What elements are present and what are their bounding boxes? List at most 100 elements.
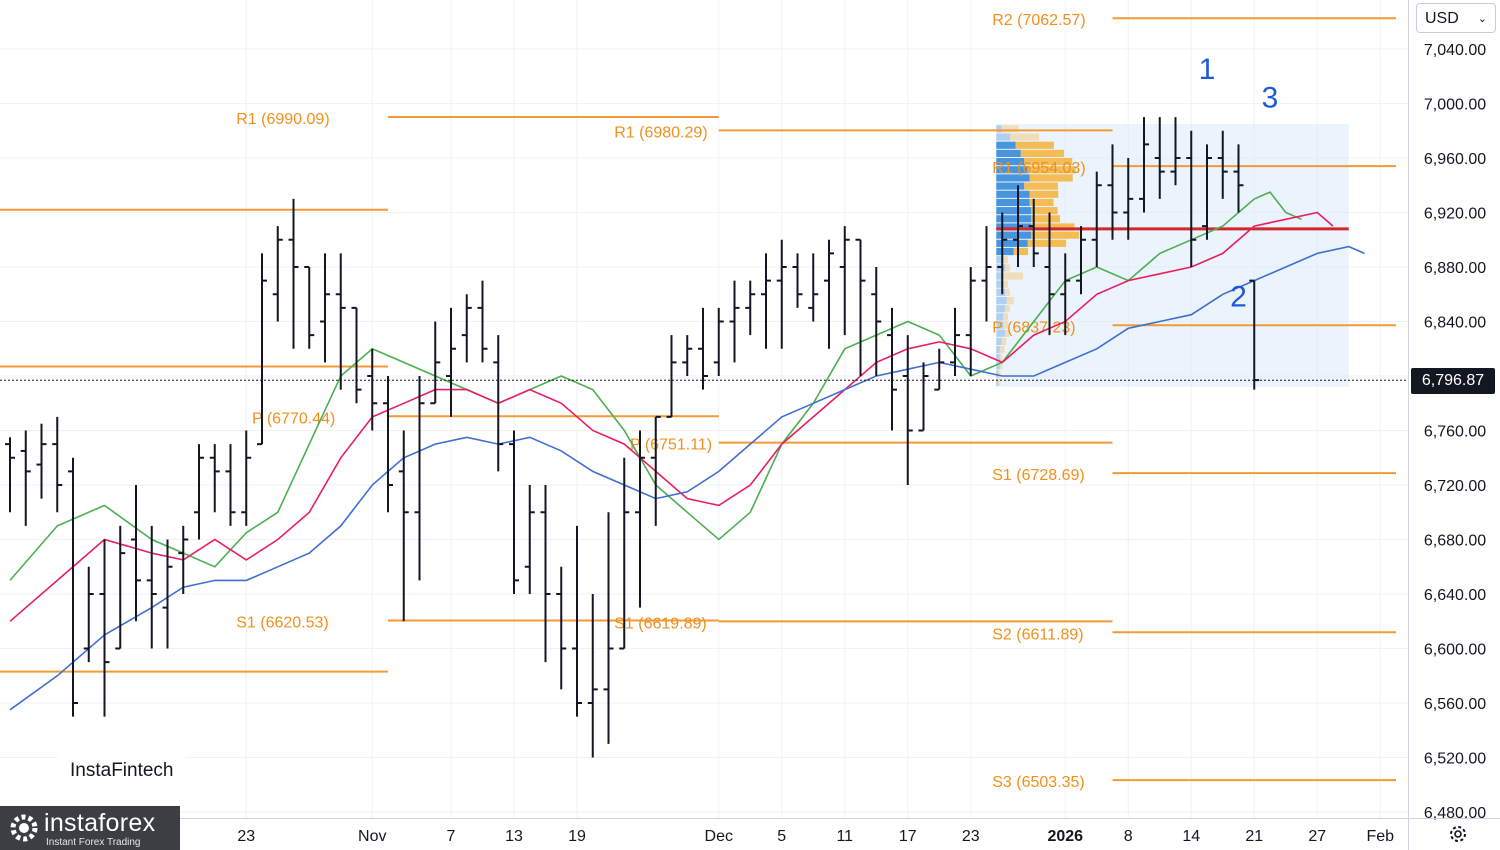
volume-row-buy <box>996 158 1025 166</box>
ohlc-bar <box>1186 130 1197 267</box>
ohlc-bar <box>1013 185 1023 267</box>
moving-averages <box>9 191 1365 711</box>
volume-row-sell <box>1005 305 1010 313</box>
y-tick-label: 6,640.00 <box>1424 587 1486 604</box>
volume-row-sell <box>1020 149 1064 157</box>
ohlc-bar <box>587 594 598 758</box>
x-tick-label: 23 <box>237 828 255 845</box>
volume-row-buy <box>996 125 1002 133</box>
ohlc-bar <box>383 376 393 513</box>
ohlc-bar <box>776 239 787 349</box>
volume-row-sell <box>1003 280 1009 288</box>
volume-row-sell <box>1006 296 1014 305</box>
x-tick-label: Nov <box>358 828 386 845</box>
ohlc-bar <box>745 280 756 336</box>
wave-label: 2 <box>1230 281 1247 314</box>
pivot-levels: R1 (6990.09) P (6770.44) S1 (6620.53) R1 (6… <box>0 12 1396 791</box>
ohlc-bar <box>509 430 519 594</box>
pivot-label: R1 (6954.03) <box>992 160 1085 177</box>
ohlc-bar <box>477 280 488 363</box>
volume-row-sell <box>998 378 1001 386</box>
ohlc-bar <box>572 525 582 717</box>
x-tick-label: 27 <box>1308 828 1326 845</box>
ohlc-bar <box>461 294 472 363</box>
ohlc-bar <box>1076 226 1086 295</box>
ohlc-bar <box>761 253 771 349</box>
ohlc-bar <box>682 335 693 376</box>
ohlc-bar <box>524 485 535 594</box>
watermark: InstaFintech <box>58 734 186 796</box>
x-tick-label: 19 <box>568 828 586 845</box>
x-tick-label: Feb <box>1366 828 1394 845</box>
ohlc-bar <box>493 335 504 472</box>
volume-row-buy <box>996 149 1021 157</box>
volume-row-sell <box>1029 190 1059 198</box>
volume-row-buy <box>996 362 1000 370</box>
ohlc-bar <box>446 307 456 417</box>
x-tick-label: 7 <box>447 828 456 845</box>
ohlc-bar <box>997 212 1008 295</box>
ohlc-bar <box>729 280 740 363</box>
time-axis[interactable]: 23 Nov 7 13 19 Dec 5 11 17 23 2026 8 14 21 27 Feb <box>0 818 1500 846</box>
ohlc-bar <box>918 362 929 432</box>
volume-row-sell <box>999 346 1005 354</box>
wave-label: 3 <box>1262 82 1279 115</box>
volume-row-sell <box>1001 337 1007 346</box>
ohlc-bar <box>288 198 299 349</box>
ohlc-bar <box>981 226 992 322</box>
ohlc-bar <box>887 307 897 431</box>
chevron-down-icon: ⌄ <box>1477 13 1487 25</box>
ohlc-bar <box>808 253 819 322</box>
ohlc-bar <box>1217 130 1228 199</box>
ohlc-bar <box>320 253 330 363</box>
pivot-label: S3 (6503.35) <box>992 774 1085 791</box>
volume-profile <box>996 123 1349 387</box>
ohlc-bar <box>650 415 661 526</box>
ohlc-bar <box>99 539 110 717</box>
pivot-label: S1 (6620.53) <box>236 615 329 632</box>
price-axis[interactable]: 6,480.00 6,520.00 6,560.00 6,600.00 6,640.00… <box>1408 0 1487 850</box>
ohlc-bar <box>36 423 47 499</box>
pivot-label: S1 (6728.69) <box>992 467 1085 484</box>
volume-row-sell <box>1029 198 1054 207</box>
ohlc-bar <box>1139 117 1149 213</box>
ohlc-bar <box>398 430 409 622</box>
volume-row-sell <box>1027 239 1067 247</box>
currency-select[interactable]: USD ⌄ <box>1416 3 1496 33</box>
y-tick-label: 6,840.00 <box>1424 315 1486 332</box>
pivot-label: S2 (6611.89) <box>992 626 1083 643</box>
ohlc-bar <box>209 444 220 513</box>
y-tick-label: 6,480.00 <box>1424 805 1486 822</box>
y-tick-label: 6,880.00 <box>1424 260 1486 277</box>
watermark-text: InstaFintech <box>70 760 174 781</box>
ohlc-bar <box>1233 144 1244 213</box>
volume-row-sell <box>1031 223 1075 231</box>
x-tick-label: 23 <box>962 828 980 845</box>
instaforex-logo: instaforex Instant Forex Trading <box>0 806 180 850</box>
volume-row-sell <box>1024 182 1058 190</box>
current-price-label: 6,796.87 <box>1411 368 1495 394</box>
ohlc-bar <box>367 348 378 431</box>
volume-row-sell <box>1031 231 1080 239</box>
ohlc-bar <box>1044 212 1055 336</box>
ohlc-bar <box>666 335 677 418</box>
ohlc-bar <box>698 307 708 390</box>
ohlc-bar <box>430 321 441 405</box>
volume-row-buy <box>996 313 1004 321</box>
volume-row-sell <box>1001 272 1024 280</box>
ohlc-bar <box>1123 158 1134 240</box>
gear-icon[interactable] <box>1447 823 1469 845</box>
x-tick-label: 17 <box>899 828 917 845</box>
volume-row-sell <box>1003 256 1009 264</box>
ohlc-bar <box>1170 117 1181 186</box>
moving-average-line <box>9 245 1365 711</box>
volume-row-sell <box>1024 158 1073 166</box>
y-tick-label: 6,760.00 <box>1424 424 1486 441</box>
volume-row-buy <box>996 305 1005 313</box>
ohlc-bar <box>792 253 803 308</box>
volume-row-buy <box>996 133 1011 141</box>
ohlc-bar <box>871 267 882 376</box>
ohlc-bar <box>83 566 94 663</box>
y-tick-label: 7,040.00 <box>1424 42 1486 59</box>
